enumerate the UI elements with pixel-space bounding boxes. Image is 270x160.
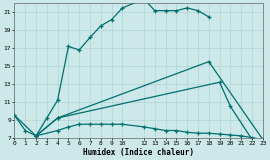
X-axis label: Humidex (Indice chaleur): Humidex (Indice chaleur) — [83, 148, 194, 156]
